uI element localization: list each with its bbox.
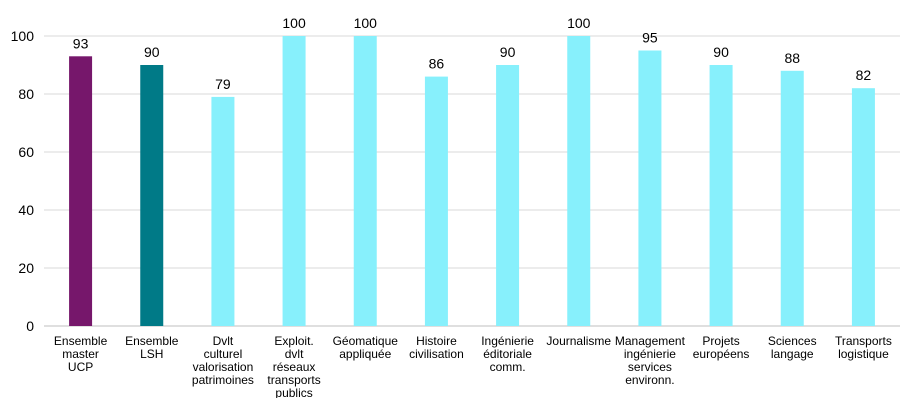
data-label: 100 [354, 15, 378, 31]
y-tick-label: 20 [18, 260, 34, 276]
bar [211, 96, 235, 327]
x-tick-label: Histoire civilisation [409, 334, 464, 361]
data-label: 95 [642, 30, 658, 46]
x-tick-label: Transports logistique [835, 334, 892, 361]
y-tick-label: 80 [18, 86, 34, 102]
x-tick-label: Management ingénierie services environn. [615, 334, 686, 387]
x-tick-label: Journalisme [546, 334, 611, 348]
x-tick-label: Ingénierie éditoriale comm. [481, 334, 534, 374]
bars [69, 36, 875, 327]
bar [496, 65, 520, 326]
bar [69, 56, 93, 327]
y-tick-label: 0 [26, 318, 34, 334]
data-label: 100 [282, 15, 306, 31]
x-tick-label: Ensemble LSH [125, 334, 179, 361]
x-axis-categories: Ensemble master UCP Ensemble LSH Dvlt culturel… [54, 334, 892, 398]
data-label: 90 [713, 44, 729, 60]
gridlines [44, 35, 900, 327]
x-tick-label: Dvlt culturel valorisation patrimoines [192, 334, 254, 387]
bar [353, 36, 377, 326]
data-label: 100 [567, 15, 591, 31]
x-tick-label: Ensemble master UCP [54, 334, 108, 374]
x-tick-label: Exploit. dvlt réseaux transports publics [267, 334, 320, 398]
x-tick-label: Géomatique appliquée [333, 334, 399, 361]
bar [709, 65, 733, 326]
data-labels: 93 90 79 100 100 86 90 100 95 90 88 82 [73, 15, 872, 92]
bar [140, 65, 164, 326]
data-label: 90 [144, 44, 160, 60]
bar [780, 70, 804, 326]
data-label: 90 [500, 44, 516, 60]
y-tick-label: 100 [11, 28, 35, 44]
x-tick-label: Projets européens [693, 334, 750, 361]
x-tick-label: Sciences langage [768, 334, 817, 361]
y-axis-ticks: 0 20 40 60 80 100 [11, 28, 35, 334]
data-label: 93 [73, 35, 89, 51]
bar [282, 36, 306, 326]
bar [567, 36, 591, 326]
bar [424, 76, 448, 326]
y-tick-label: 60 [18, 144, 34, 160]
data-label: 86 [429, 56, 445, 72]
y-tick-label: 40 [18, 202, 34, 218]
bar [638, 50, 662, 326]
data-label: 88 [784, 50, 800, 66]
bar [851, 88, 875, 326]
data-label: 79 [215, 76, 231, 92]
data-label: 82 [856, 67, 872, 83]
